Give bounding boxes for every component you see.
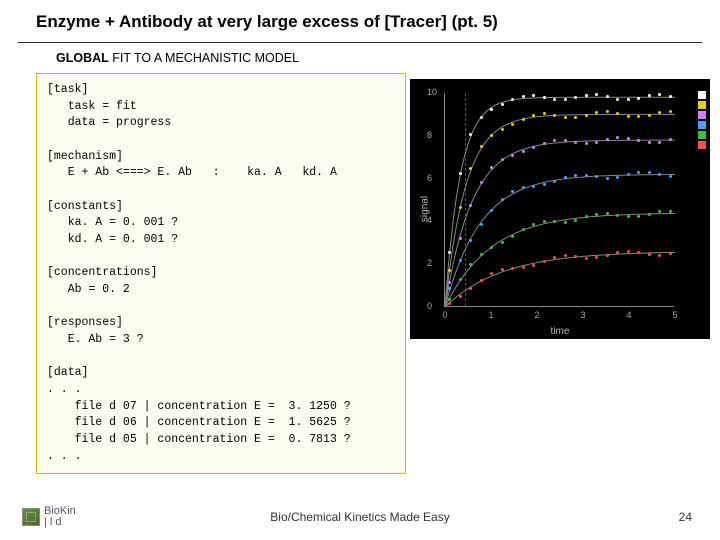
chart-data-point [585, 142, 588, 145]
chart-lines [445, 93, 675, 307]
chart-data-point [522, 228, 525, 231]
chart-ytick: 10 [427, 87, 437, 97]
chart-data-point [480, 223, 483, 226]
chart-data-point [669, 252, 672, 255]
chart-data-point [669, 95, 672, 98]
chart-plot-area: 0123450246810 [444, 93, 674, 307]
chart-data-point [459, 172, 462, 175]
chart-xlabel: time [551, 326, 570, 337]
chart-data-point [490, 166, 493, 169]
chart-data-point [501, 128, 504, 131]
chart-data-point [648, 114, 651, 117]
chart-data-point [448, 302, 451, 305]
chart-data-point [532, 223, 535, 226]
chart-data-point [448, 287, 451, 290]
chart-data-point [553, 114, 556, 117]
chart-xtick: 5 [672, 310, 677, 320]
chart-data-point [501, 103, 504, 106]
chart-xtick: 1 [488, 310, 493, 320]
chart-data-point [627, 115, 630, 118]
chart-data-point [627, 173, 630, 176]
chart-data-point [480, 116, 483, 119]
chart-data-point [564, 139, 567, 142]
chart-data-point [522, 95, 525, 98]
chart-data-point [564, 221, 567, 224]
chart-data-point [522, 186, 525, 189]
chart-xtick: 0 [442, 310, 447, 320]
chart-ytick: 8 [427, 130, 432, 140]
chart-data-point [511, 235, 514, 238]
subtitle-rest: FIT TO A MECHANISTIC MODEL [109, 51, 299, 65]
chart-data-point [448, 251, 451, 254]
chart-data-point [480, 279, 483, 282]
footer-text: Bio/Chemical Kinetics Made Easy [0, 510, 720, 524]
chart-data-point [606, 95, 609, 98]
chart-data-point [448, 298, 451, 301]
chart-data-point [543, 96, 546, 99]
chart-data-point [606, 177, 609, 180]
legend-swatch [698, 91, 706, 99]
subtitle: GLOBAL FIT TO A MECHANISTIC MODEL [0, 43, 720, 73]
chart-data-point [480, 181, 483, 184]
chart-data-point [490, 134, 493, 137]
chart-data-point [648, 213, 651, 216]
chart-data-point [543, 142, 546, 145]
chart-data-point [669, 210, 672, 213]
legend-swatch [698, 131, 706, 139]
chart-xtick: 4 [626, 310, 631, 320]
chart-data-point [459, 295, 462, 298]
chart-data-point [459, 237, 462, 240]
chart-data-point [511, 154, 514, 157]
chart-ytick: 0 [427, 301, 432, 311]
chart-data-point [480, 253, 483, 256]
chart-data-point [564, 116, 567, 119]
model-code-block: [task] task = fit data = progress [mecha… [36, 73, 406, 474]
chart-data-point [459, 259, 462, 262]
subtitle-bold: GLOBAL [56, 51, 109, 65]
chart-xtick: 3 [580, 310, 585, 320]
chart-data-point [501, 241, 504, 244]
chart-ytick: 2 [427, 258, 432, 268]
legend-swatch [698, 121, 706, 129]
chart-data-point [459, 278, 462, 281]
chart-data-point [480, 145, 483, 148]
chart-data-point [543, 260, 546, 263]
legend-swatch [698, 101, 706, 109]
chart-data-point [469, 263, 472, 266]
chart-data-point [595, 213, 598, 216]
chart-ytick: 6 [427, 173, 432, 183]
chart-legend [698, 91, 706, 149]
chart-data-point [585, 174, 588, 177]
legend-swatch [698, 141, 706, 149]
chart-data-point [616, 214, 619, 217]
chart-data-point [574, 174, 577, 177]
chart-data-point [532, 114, 535, 117]
legend-swatch [698, 111, 706, 119]
chart-data-point [522, 118, 525, 121]
chart-data-point [606, 254, 609, 257]
chart-data-point [616, 98, 619, 101]
chart-data-point [648, 253, 651, 256]
chart-data-point [585, 114, 588, 117]
page-number: 24 [679, 510, 692, 524]
chart-data-point [648, 141, 651, 144]
kinetics-chart: signal time 0123450246810 [410, 79, 710, 339]
chart-data-point [511, 123, 514, 126]
chart-xtick: 2 [534, 310, 539, 320]
chart-data-point [459, 206, 462, 209]
chart-data-point [469, 239, 472, 242]
chart-data-point [627, 250, 630, 253]
chart-data-point [501, 198, 504, 201]
chart-data-point [543, 112, 546, 115]
chart-data-point [585, 257, 588, 260]
chart-data-point [501, 158, 504, 161]
page-title: Enzyme + Antibody at very large excess o… [36, 12, 684, 32]
chart-ytick: 4 [427, 215, 432, 225]
chart-data-point [606, 212, 609, 215]
chart-data-point [585, 94, 588, 97]
chart-data-point [627, 137, 630, 140]
